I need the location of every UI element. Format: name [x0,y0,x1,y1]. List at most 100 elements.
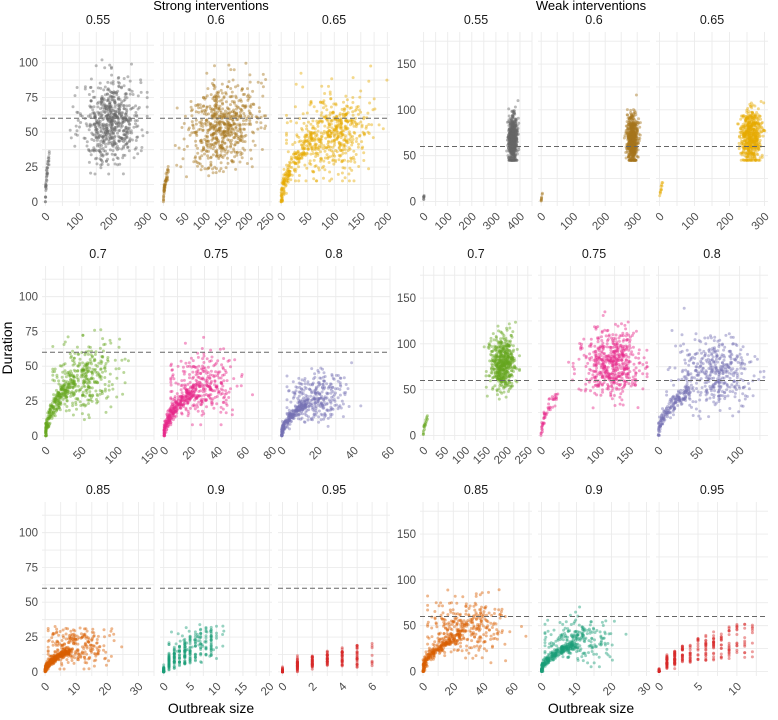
data-point [186,414,190,418]
y-tick-label: 0 [32,197,38,209]
data-point [94,119,98,122]
data-point [101,134,105,138]
data-point [194,139,198,143]
data-point [199,423,203,427]
data-point [73,94,77,98]
data-point [130,62,133,66]
data-point [624,151,628,154]
data-point [330,139,334,143]
data-point [111,158,115,162]
data-point [345,98,349,102]
data-point [58,397,62,401]
data-point [44,195,47,199]
data-point [110,119,113,123]
data-point [539,198,543,202]
data-point [127,104,131,108]
data-point [125,135,129,139]
data-point [108,338,112,342]
data-point [238,124,241,127]
data-point [111,80,115,84]
x-tick-label: 100 [680,211,702,233]
data-point [510,123,514,126]
data-point [354,153,358,156]
data-point [317,168,321,172]
data-point [145,131,149,134]
data-point [86,352,90,356]
data-point [260,148,264,151]
data-point [109,66,113,70]
data-point [256,127,260,131]
data-point [81,393,85,397]
data-point [302,121,306,125]
data-point [331,118,335,122]
x-tick-label: 100 [319,211,341,233]
x-tick-label: 150 [212,211,234,233]
data-point [737,147,741,151]
data-point [315,119,319,123]
data-point [111,144,115,148]
data-point [52,412,56,416]
data-point [305,152,309,156]
data-point [311,119,315,123]
data-point [758,114,762,118]
data-point [219,126,223,130]
data-point [191,123,195,127]
data-point [90,376,94,380]
data-point [99,158,103,162]
x-tick-label: 50 [297,211,315,229]
data-point [111,131,115,135]
data-point [93,172,97,176]
data-point [319,119,323,123]
data-point [756,153,760,157]
data-point [81,333,85,337]
data-point [89,353,93,357]
data-point [73,144,77,148]
data-point [226,156,229,160]
data-point [123,98,127,102]
data-point [109,105,113,109]
data-point [252,103,256,106]
data-point [233,150,237,154]
x-tick-label: 150 [346,211,368,233]
data-point [116,120,120,124]
data-point [198,157,202,161]
data-point [194,155,197,159]
data-point [108,90,112,94]
data-point [323,149,327,153]
data-point [347,172,351,176]
data-point [111,116,115,119]
data-point [219,153,223,157]
data-point [45,172,49,176]
data-point [331,158,335,162]
data-point [229,144,233,148]
data-point [79,388,82,392]
data-point [134,122,137,126]
data-point [332,162,336,166]
data-point [216,94,220,98]
x-tick-label: 0 [40,211,53,224]
data-point [287,172,291,176]
data-point [100,162,104,166]
data-point [91,111,95,115]
data-point [123,153,127,157]
data-point [751,131,755,135]
data-point [69,394,73,398]
data-point [515,158,519,162]
data-point [339,141,343,145]
data-point [121,392,125,396]
data-point [217,128,221,132]
data-point [200,118,204,122]
data-point [381,127,385,131]
data-point [200,164,204,168]
data-point [106,115,110,119]
data-point [329,97,333,101]
data-point [240,131,243,135]
data-point [190,120,194,124]
data-point [196,409,200,413]
data-point [743,151,747,155]
data-point [206,365,210,369]
data-point [53,379,56,383]
data-point [208,127,212,131]
data-point [309,100,313,104]
